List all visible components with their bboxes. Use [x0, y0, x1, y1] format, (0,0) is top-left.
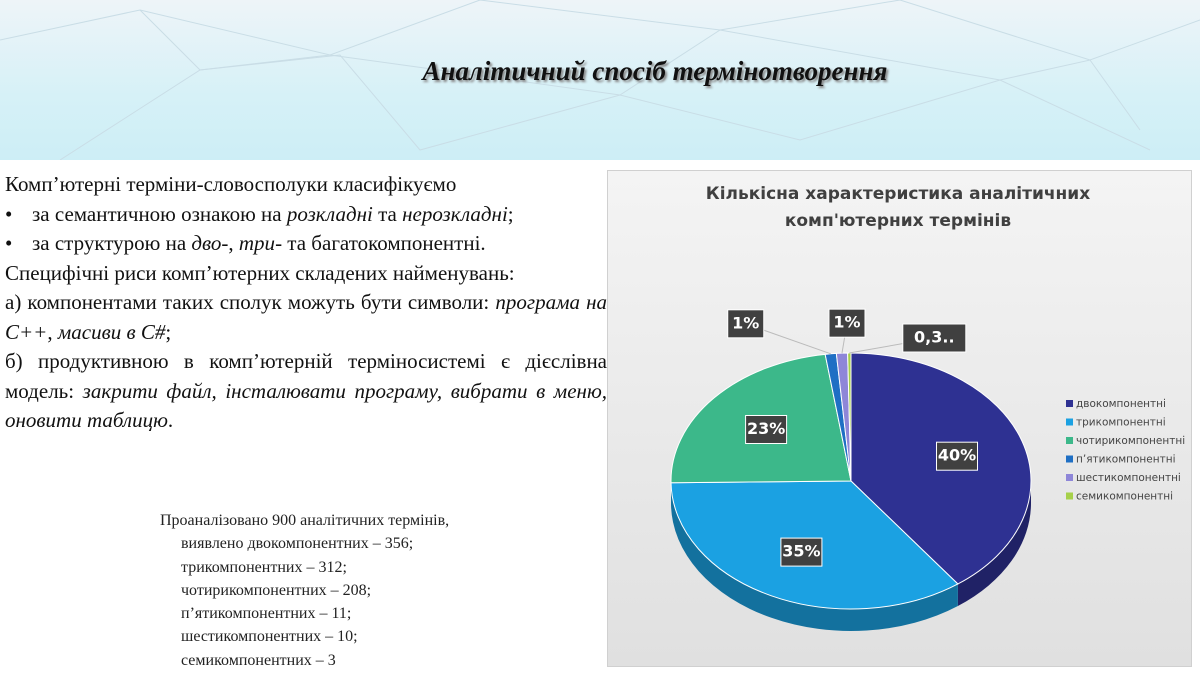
data-label-box	[727, 309, 765, 339]
data-label: 35%	[782, 542, 820, 561]
data-label: 0,3..	[914, 328, 955, 347]
legend-swatch	[1066, 437, 1073, 444]
summary-line: Проаналізовано 900 аналітичних термінів,	[160, 512, 450, 529]
chart-title: Кількісна характеристика аналітичних ком…	[705, 184, 1091, 231]
header: Аналітичний спосіб термінотворення	[0, 0, 1200, 160]
slide-title: Аналітичний спосіб термінотворення	[422, 56, 888, 86]
summary: Проаналізовано 900 аналітичних термінів,…	[160, 509, 449, 672]
data-label: 1%	[833, 313, 860, 332]
text: програма на С++	[5, 290, 608, 344]
data-label: 1%	[732, 313, 759, 332]
paragraph: Комп’ютерні терміни-словосполуки класифі…	[5, 172, 457, 196]
data-label: 40%	[938, 446, 976, 465]
bullet: за структурою на дво-, три- та багатоком…	[5, 229, 607, 259]
text: дво	[191, 231, 222, 255]
legend-swatch	[1066, 474, 1073, 481]
text: масиви в С#	[57, 319, 166, 344]
text: за структурою на	[32, 231, 192, 255]
text: а) компонентами таких сполук можуть бути…	[5, 290, 496, 314]
header-decoration	[0, 0, 1200, 160]
data-label-box	[936, 441, 979, 471]
legend-swatch	[1066, 400, 1073, 407]
legend-label: семикомпонентні	[1076, 491, 1173, 503]
chart-plot: 40% 35% 23% 1% 1% 0,3.. двокомпонентні трикомпо…	[670, 308, 1185, 632]
summary-line: виявлено двокомпонентних – 356;	[181, 535, 414, 553]
text: розкладні	[286, 201, 373, 226]
text: ,	[47, 319, 58, 344]
legend-label: чотирикомпонентні	[1076, 435, 1185, 447]
paragraph: Специфічні риси комп’ютерних складених н…	[5, 260, 515, 285]
text: ;	[507, 201, 514, 226]
data-label-box	[902, 323, 967, 353]
summary-line: чотирикомпонентних – 208;	[181, 581, 372, 599]
slice-side	[671, 482, 958, 632]
summary-line: п’ятикомпонентних – 11;	[181, 605, 352, 623]
text: за семантичною ознакою на	[32, 201, 287, 226]
data-label: 23%	[747, 419, 785, 438]
text: три	[238, 231, 276, 255]
data-label-box	[745, 414, 788, 444]
body-text: Комп’ютерні терміни-словосполуки класифі…	[5, 170, 607, 436]
bullet: за семантичною ознакою на розкладні та н…	[5, 200, 607, 230]
legend-label: трикомпонентні	[1076, 417, 1166, 429]
legend-swatch	[1066, 455, 1073, 463]
data-label-box	[780, 537, 823, 567]
paragraph: а) компонентами таких сполук можуть бути…	[5, 288, 607, 347]
data-label-box	[828, 308, 866, 338]
text: -,	[221, 231, 239, 255]
legend-swatch	[1066, 492, 1073, 500]
text: б) продуктивною в комп’ютерній терміноси…	[5, 349, 607, 403]
summary-line: шестикомпонентних – 10;	[181, 628, 358, 646]
legend-label: шестикомпонентні	[1076, 472, 1181, 484]
slice-side	[957, 481, 1031, 606]
chart: Кількісна характеристика аналітичних ком…	[607, 170, 1192, 667]
legend-label: п’ятикомпонентні	[1076, 454, 1176, 466]
legend-swatch	[1066, 418, 1073, 426]
text: .	[167, 408, 174, 432]
text: та	[372, 201, 403, 226]
text: - та багатокомпонентні.	[275, 231, 486, 255]
text: закрити файл, інсталювати програму, вибр…	[5, 378, 607, 433]
summary-line: трикомпонентних – 312;	[181, 558, 347, 576]
summary-line: семикомпонентних – 3	[181, 651, 336, 669]
text: нерозкладні	[402, 201, 508, 226]
text: ;	[165, 319, 172, 344]
legend-label: двокомпонентні	[1076, 398, 1166, 410]
paragraph: б) продуктивною в комп’ютерній терміноси…	[5, 347, 607, 436]
